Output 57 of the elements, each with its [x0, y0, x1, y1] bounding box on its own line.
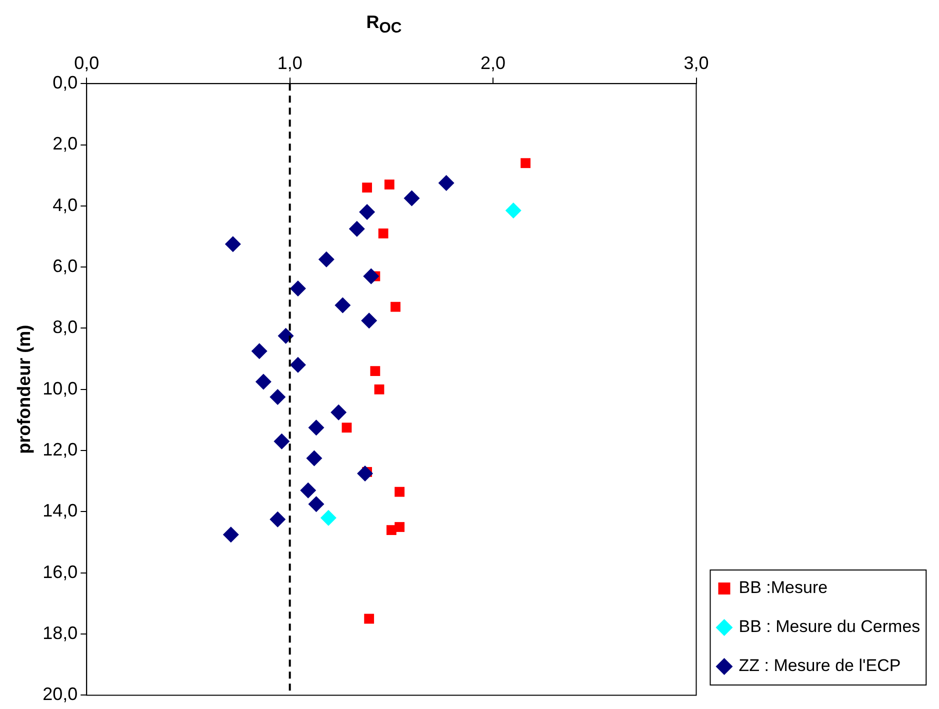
point — [404, 190, 420, 206]
x-tick-label: 0,0 — [74, 52, 100, 73]
point — [306, 450, 322, 466]
point — [224, 236, 241, 252]
point — [390, 302, 400, 312]
point — [270, 511, 286, 528]
point — [290, 356, 306, 373]
point — [308, 420, 324, 436]
point — [386, 525, 396, 536]
point — [330, 404, 347, 420]
legend-label: BB : Mesure du Cermes — [738, 617, 920, 636]
point — [362, 182, 372, 193]
point — [370, 366, 380, 376]
point — [300, 482, 316, 498]
x-tick-label: 2,0 — [480, 52, 506, 73]
point — [357, 465, 374, 482]
point — [359, 204, 376, 220]
point — [270, 389, 286, 406]
y-tick-label: 10,0 — [42, 378, 78, 398]
y-tick-label: 20,0 — [42, 684, 78, 704]
y-tick-label: 8,0 — [52, 317, 78, 338]
point — [308, 496, 324, 512]
point — [394, 486, 405, 497]
point — [290, 280, 306, 296]
point — [318, 251, 334, 268]
point — [374, 384, 384, 394]
point — [334, 297, 351, 314]
point — [384, 180, 394, 190]
x-axis-title: R$_{OC}$ — [365, 12, 403, 37]
y-tick-label: 16,0 — [42, 562, 78, 582]
y-tick-label: 0,0 — [52, 72, 78, 93]
y-tick-label: 18,0 — [42, 623, 78, 644]
y-tick-label: 14,0 — [42, 500, 78, 521]
point — [255, 374, 272, 390]
y-tick-label: 2,0 — [52, 134, 78, 154]
point — [251, 343, 268, 360]
point — [378, 228, 388, 238]
point — [274, 433, 290, 450]
point — [278, 328, 294, 344]
y-tick-label: 6,0 — [52, 256, 78, 276]
y-axis-title: profondeur (m) — [14, 324, 34, 454]
point — [320, 510, 336, 526]
point — [364, 614, 374, 624]
point — [222, 526, 239, 543]
x-tick-label: 1,0 — [277, 52, 302, 73]
legend-label: ZZ : Mesure de l'ECP — [738, 656, 901, 676]
y-tick-label: 4,0 — [52, 194, 78, 215]
point — [342, 422, 352, 433]
legend-label: BB :Mesure — [738, 578, 828, 598]
x-tick-label: 3,0 — [684, 52, 709, 73]
point — [348, 220, 365, 237]
point — [505, 202, 522, 219]
point — [438, 174, 454, 191]
y-tick-label: 12,0 — [42, 440, 78, 460]
point — [520, 158, 531, 168]
point — [361, 312, 378, 329]
point — [363, 268, 380, 284]
